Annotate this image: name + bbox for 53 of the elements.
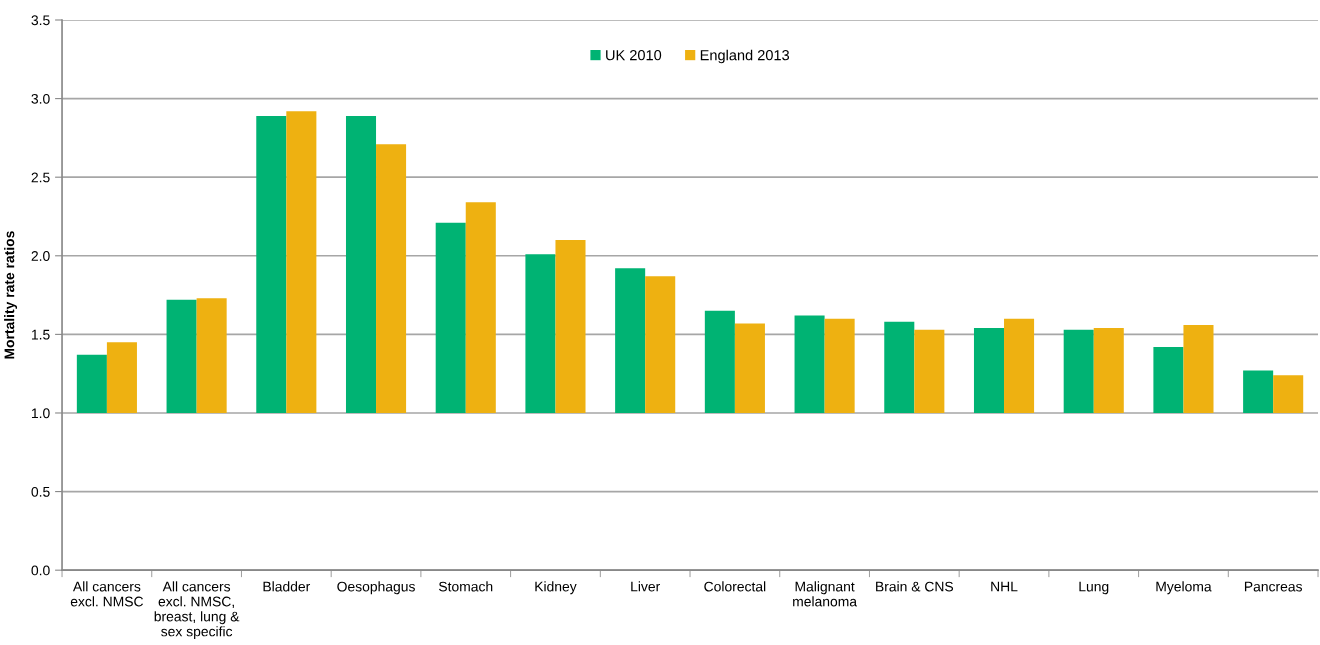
bar: [286, 111, 317, 413]
x-tick-label: Liver: [631, 581, 660, 592]
bar: [645, 276, 676, 413]
bar: [914, 329, 945, 413]
bar: [973, 328, 1005, 413]
y-tick-label: 3.5: [31, 15, 50, 26]
bar: [615, 268, 646, 413]
x-tick-label: All cancers excl. NMSC: [70, 581, 144, 607]
x-tick-label: All cancers excl. NMSC, breast, lung & sex specific: [154, 581, 240, 640]
x-tick-label: Malignant melanoma: [793, 581, 858, 607]
bar: [1063, 329, 1094, 413]
bar: [1243, 370, 1274, 413]
legend-label: UK 2010: [606, 50, 662, 61]
bar: [376, 144, 407, 413]
x-tick-label: Colorectal: [704, 581, 766, 592]
bar: [794, 315, 825, 413]
bar: [1093, 328, 1124, 413]
x-tick-label: Pancreas: [1244, 581, 1302, 592]
x-tick-label: Oesophagus: [337, 581, 415, 595]
bar: [734, 323, 765, 413]
bar: [256, 115, 287, 413]
bar: [435, 222, 466, 413]
bar: [76, 354, 107, 413]
x-tick-label: Brain & CNS: [876, 581, 954, 592]
bar: [345, 115, 377, 413]
y-tick-label: 2.0: [31, 251, 50, 261]
bar: [884, 321, 915, 413]
y-axis-title: Mortality rate ratios: [4, 231, 18, 359]
bar: [196, 298, 227, 413]
x-tick-label: Bladder: [263, 581, 311, 592]
bar: [1153, 346, 1184, 413]
bar: [555, 240, 586, 413]
y-tick-label: 2.5: [31, 172, 50, 183]
x-tick-label: NHL: [991, 581, 1018, 592]
y-tick-label: 1.5: [31, 329, 50, 340]
bar: [525, 254, 556, 413]
y-tick-label: 0.0: [31, 565, 50, 576]
y-tick-label: 1.0: [31, 408, 50, 419]
x-tick-label: Stomach: [438, 581, 493, 592]
bar: [106, 342, 137, 413]
y-tick-label: 3.0: [31, 93, 50, 104]
bar: [1273, 375, 1304, 413]
bar: [824, 318, 855, 413]
bar: [166, 299, 197, 413]
bar: [704, 310, 735, 413]
x-tick-label: Kidney: [535, 581, 577, 595]
bar: [1183, 324, 1214, 413]
bar: [465, 202, 496, 413]
legend-label: England 2013: [700, 49, 790, 64]
y-tick-label: 0.5: [31, 486, 50, 497]
bar: [1004, 318, 1035, 413]
x-tick-label: Lung: [1079, 581, 1109, 595]
x-tick-label: Myeloma: [1156, 581, 1212, 595]
